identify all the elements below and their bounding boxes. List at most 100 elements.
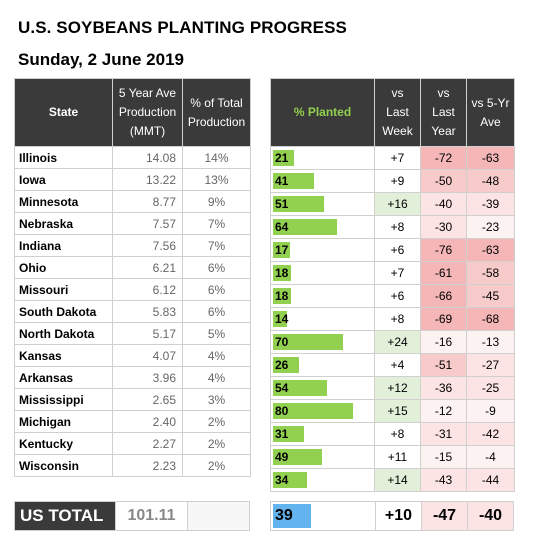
vs-last-year-value: -51	[420, 353, 467, 377]
header-share: % of Total Production	[182, 78, 251, 147]
table-row: 31 +8 -31 -42	[270, 422, 515, 446]
vs-last-year-value: -43	[420, 468, 467, 492]
state-name: Indiana	[14, 234, 113, 257]
share-value: 14%	[182, 146, 251, 169]
planted-cell: 26	[270, 353, 375, 377]
state-name: Minnesota	[14, 190, 113, 213]
vs-last-week-value: +7	[374, 146, 421, 170]
planted-value: 26	[275, 358, 289, 372]
table-row: 14 +8 -69 -68	[270, 307, 515, 331]
planted-cell: 18	[270, 261, 375, 285]
table-row: Michigan 2.40 2%	[14, 410, 251, 433]
vs-last-week-value: +7	[374, 261, 421, 285]
planted-value: 64	[275, 220, 289, 234]
vs-last-week-value: +8	[374, 215, 421, 239]
vs-5yr-value: -23	[466, 215, 515, 239]
state-name: Kansas	[14, 344, 113, 367]
planted-bar	[273, 219, 337, 235]
table-row: 26 +4 -51 -27	[270, 353, 515, 377]
report-title: U.S. SOYBEANS PLANTING PROGRESS	[18, 18, 347, 37]
share-value: 6%	[182, 278, 251, 301]
production-value: 2.27	[112, 432, 183, 455]
planted-cell: 54	[270, 376, 375, 400]
planted-value: 14	[275, 312, 289, 326]
us-total-progress: 39 +10 -47 -40	[270, 501, 514, 531]
table-row: Kentucky 2.27 2%	[14, 432, 251, 455]
table-row: 17 +6 -76 -63	[270, 238, 515, 262]
planted-bar	[273, 426, 304, 442]
state-name: North Dakota	[14, 322, 113, 345]
production-value: 7.56	[112, 234, 183, 257]
share-value: 2%	[182, 454, 251, 477]
table-row: 34 +14 -43 -44	[270, 468, 515, 492]
planted-bar	[273, 288, 291, 304]
table-row: Wisconsin 2.23 2%	[14, 454, 251, 477]
production-value: 2.23	[112, 454, 183, 477]
planted-bar	[273, 196, 324, 212]
table-row: 18 +7 -61 -58	[270, 261, 515, 285]
vs-last-year-value: -15	[420, 445, 467, 469]
share-value: 2%	[182, 432, 251, 455]
header-production: 5 Year Ave Production (MMT)	[112, 78, 183, 147]
state-name: Kentucky	[14, 432, 113, 455]
us-total-vs-5yr: -40	[467, 502, 513, 530]
vs-last-week-value: +6	[374, 284, 421, 308]
vs-5yr-value: -4	[466, 445, 515, 469]
vs-5yr-value: -25	[466, 376, 515, 400]
vs-last-year-value: -36	[420, 376, 467, 400]
planted-bar	[273, 380, 327, 396]
vs-last-year-value: -61	[420, 261, 467, 285]
production-value: 5.83	[112, 300, 183, 323]
planted-bar	[273, 472, 307, 488]
planted-cell: 70	[270, 330, 375, 354]
vs-5yr-value: -27	[466, 353, 515, 377]
vs-5yr-value: -68	[466, 307, 515, 331]
planted-value: 54	[275, 381, 289, 395]
table-row: Illinois 14.08 14%	[14, 146, 251, 169]
table-row: 54 +12 -36 -25	[270, 376, 515, 400]
vs-5yr-value: -39	[466, 192, 515, 216]
vs-5yr-value: -42	[466, 422, 515, 446]
share-value: 6%	[182, 300, 251, 323]
planted-cell: 34	[270, 468, 375, 492]
vs-last-year-value: -50	[420, 169, 467, 193]
vs-last-week-value: +16	[374, 192, 421, 216]
table-row: Minnesota 8.77 9%	[14, 190, 251, 213]
planted-cell: 49	[270, 445, 375, 469]
table-row: Arkansas 3.96 4%	[14, 366, 251, 389]
us-total-vs-last-year: -47	[421, 502, 467, 530]
vs-last-year-value: -66	[420, 284, 467, 308]
table-row: South Dakota 5.83 6%	[14, 300, 251, 323]
share-value: 5%	[182, 322, 251, 345]
production-value: 6.21	[112, 256, 183, 279]
planted-value: 80	[275, 404, 289, 418]
vs-5yr-value: -9	[466, 399, 515, 423]
share-value: 6%	[182, 256, 251, 279]
vs-5yr-value: -63	[466, 238, 515, 262]
share-value: 7%	[182, 234, 251, 257]
production-value: 14.08	[112, 146, 183, 169]
table-row: Missouri 6.12 6%	[14, 278, 251, 301]
vs-last-week-value: +15	[374, 399, 421, 423]
vs-last-week-value: +12	[374, 376, 421, 400]
planted-value: 34	[275, 473, 289, 487]
table-row: 18 +6 -66 -45	[270, 284, 515, 308]
table-row: Mississippi 2.65 3%	[14, 388, 251, 411]
planted-cell: 51	[270, 192, 375, 216]
planted-bar	[273, 265, 291, 281]
production-value: 6.12	[112, 278, 183, 301]
vs-last-year-value: -72	[420, 146, 467, 170]
planted-value: 51	[275, 197, 289, 211]
planted-cell: 31	[270, 422, 375, 446]
share-value: 4%	[182, 344, 251, 367]
us-total-production: US TOTAL 101.11	[14, 501, 250, 531]
state-name: Mississippi	[14, 388, 113, 411]
header-planted: % Planted	[270, 78, 375, 147]
vs-last-year-value: -30	[420, 215, 467, 239]
planted-cell: 80	[270, 399, 375, 423]
table-row: Kansas 4.07 4%	[14, 344, 251, 367]
vs-last-year-value: -69	[420, 307, 467, 331]
production-value: 8.77	[112, 190, 183, 213]
state-name: Michigan	[14, 410, 113, 433]
vs-last-week-value: +9	[374, 169, 421, 193]
